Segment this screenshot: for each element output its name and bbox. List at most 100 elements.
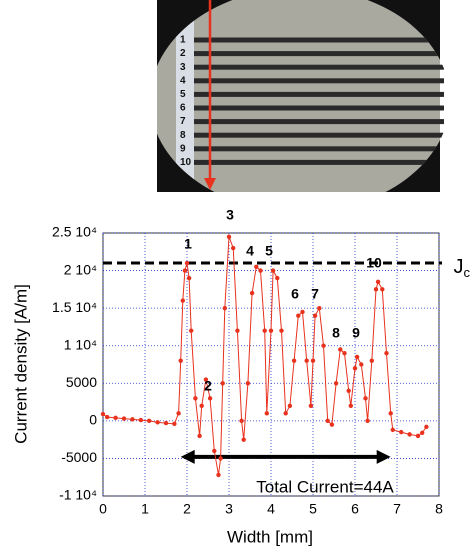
strip-label: 6 — [180, 103, 186, 114]
data-point — [241, 437, 246, 442]
span-label: Total Current=44A — [256, 477, 394, 496]
strip-label: 1 — [180, 35, 186, 46]
data-point — [180, 298, 185, 303]
data-point — [373, 287, 379, 292]
data-point — [275, 275, 280, 281]
data-point — [304, 358, 309, 363]
peak-label: 9 — [352, 325, 360, 341]
strip-label: 4 — [180, 75, 186, 86]
data-point — [226, 234, 232, 239]
jc-main: J — [454, 256, 464, 278]
y-tick-label: 1 10⁴ — [64, 336, 97, 352]
data-point — [268, 328, 274, 333]
data-point — [420, 430, 425, 436]
data-point — [235, 328, 240, 333]
data-point — [359, 362, 364, 367]
data-point — [203, 377, 209, 382]
photo: 1 2 3 4 5 6 7 8 9 10 — [157, 0, 444, 192]
data-point — [254, 264, 259, 270]
strip-label: 5 — [180, 89, 186, 100]
data-point — [312, 313, 318, 318]
data-point — [216, 472, 221, 478]
data-point — [212, 448, 217, 454]
data-point — [189, 328, 194, 333]
data-point — [317, 305, 322, 311]
peak-label: 8 — [332, 325, 340, 341]
data-point — [365, 418, 370, 424]
data-point — [415, 433, 421, 439]
data-point — [363, 396, 368, 401]
data-point — [375, 279, 381, 285]
data-point — [218, 456, 223, 461]
data-point — [283, 411, 288, 416]
data-point — [105, 414, 110, 420]
data-point — [329, 422, 335, 427]
peak-label: 7 — [311, 286, 319, 302]
peak-label: 2 — [204, 378, 212, 394]
x-tick-label: 7 — [393, 501, 401, 517]
x-axis-label: Width [mm] — [227, 527, 313, 546]
x-tick-label: 8 — [435, 501, 443, 517]
data-point — [186, 275, 192, 281]
data-point — [321, 343, 326, 348]
data-point — [222, 305, 227, 311]
peak-label: 4 — [246, 243, 254, 259]
data-point — [239, 418, 244, 424]
data-point — [163, 420, 169, 426]
data-point — [113, 415, 118, 421]
data-point — [220, 381, 225, 386]
x-tick-label: 1 — [141, 501, 149, 517]
data-point — [310, 358, 316, 363]
data-point — [231, 245, 236, 251]
arrow-head — [180, 449, 195, 464]
data-point — [182, 268, 188, 273]
data-line — [102, 236, 427, 476]
x-tick-label: 4 — [267, 501, 275, 517]
data-point — [354, 354, 360, 360]
y-tick-label: 0 — [89, 412, 97, 428]
data-point — [249, 290, 255, 296]
data-point — [155, 420, 160, 425]
data-point — [424, 424, 429, 430]
strip-label: 9 — [180, 143, 186, 154]
data-point — [178, 358, 183, 363]
data-point — [176, 411, 181, 416]
data-point — [207, 396, 213, 401]
peak-label: 5 — [265, 243, 273, 259]
strip — [194, 64, 444, 70]
x-tick-label: 3 — [225, 501, 233, 517]
strip-label: 7 — [180, 116, 186, 127]
strip — [194, 51, 444, 57]
data-point — [338, 347, 343, 352]
data-point — [380, 287, 385, 292]
peak-label: 10 — [366, 255, 382, 271]
data-point — [130, 417, 135, 422]
strip — [194, 91, 444, 97]
data-point — [333, 381, 339, 386]
data-point — [287, 403, 293, 409]
data-point — [384, 351, 389, 356]
strip — [194, 105, 444, 111]
data-point — [147, 418, 152, 424]
peak-label: 3 — [226, 207, 234, 223]
x-tick-label: 5 — [309, 501, 317, 517]
data-point — [197, 433, 202, 439]
x-tick-label: 0 — [99, 501, 107, 517]
data-point — [199, 403, 204, 409]
y-tick-label: -5000 — [61, 449, 97, 465]
y-tick-label: 1.5 10⁴ — [52, 299, 97, 315]
y-tick-label: 2 10⁴ — [64, 261, 97, 277]
strip-label: 8 — [180, 130, 186, 141]
data-point — [348, 403, 353, 409]
data-point — [308, 403, 314, 409]
data-point — [100, 411, 106, 417]
y-tick-label: -1 10⁴ — [59, 487, 97, 503]
data-point — [193, 396, 198, 401]
strip-label: 3 — [180, 62, 186, 73]
data-point — [388, 411, 393, 416]
data-point — [279, 328, 284, 333]
data-point — [399, 429, 404, 435]
y-tick-label: 2.5 10⁴ — [52, 224, 97, 240]
data-point — [296, 313, 301, 318]
